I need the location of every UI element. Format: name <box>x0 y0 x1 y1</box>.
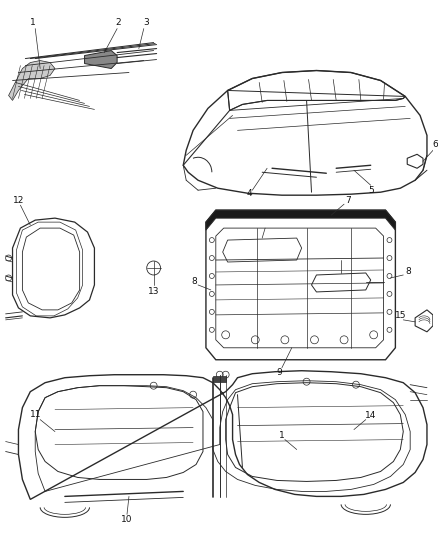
Text: 14: 14 <box>365 411 376 420</box>
Text: 1: 1 <box>30 18 36 27</box>
Text: 4: 4 <box>247 189 252 198</box>
Text: 8: 8 <box>191 278 197 286</box>
Text: 5: 5 <box>368 185 374 195</box>
Text: 1: 1 <box>279 431 285 440</box>
Polygon shape <box>213 376 226 382</box>
Text: 6: 6 <box>432 140 438 149</box>
Polygon shape <box>9 61 55 100</box>
Text: 3: 3 <box>143 18 148 27</box>
Text: 7: 7 <box>345 196 351 205</box>
Text: 15: 15 <box>395 311 406 320</box>
Text: 2: 2 <box>115 18 121 27</box>
Text: 9: 9 <box>276 368 282 377</box>
Text: 12: 12 <box>13 196 24 205</box>
Text: 13: 13 <box>148 287 159 296</box>
Polygon shape <box>85 51 117 69</box>
Text: 8: 8 <box>405 268 411 277</box>
Polygon shape <box>206 210 396 230</box>
Text: 11: 11 <box>29 410 41 419</box>
Text: 10: 10 <box>121 515 133 524</box>
